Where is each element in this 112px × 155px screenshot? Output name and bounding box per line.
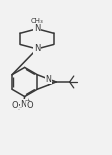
Text: N: N	[34, 44, 40, 53]
Text: O: O	[12, 101, 18, 110]
Text: ·⁻: ·⁻	[17, 108, 22, 113]
Text: H: H	[47, 74, 52, 80]
Text: O: O	[26, 101, 33, 110]
Text: +: +	[26, 98, 30, 103]
Text: N: N	[46, 75, 52, 84]
Text: N: N	[34, 24, 40, 33]
Text: N: N	[20, 100, 27, 109]
Text: CH₃: CH₃	[31, 18, 43, 24]
